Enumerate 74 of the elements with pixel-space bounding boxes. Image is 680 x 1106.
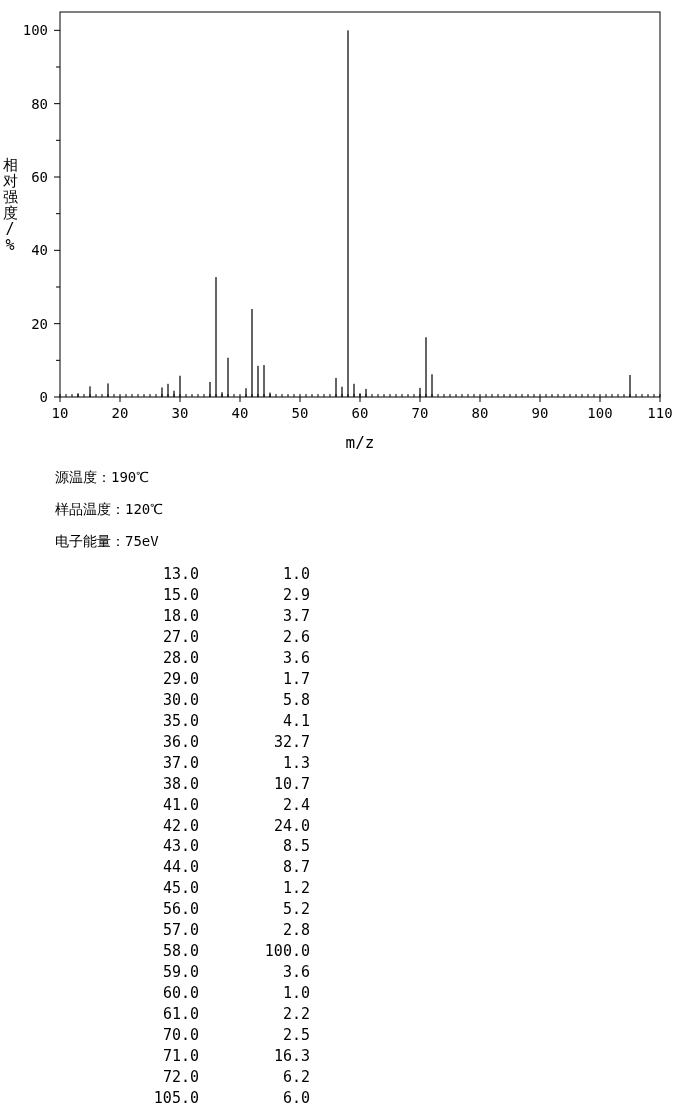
text: 36.0: [162, 732, 199, 751]
text: 13.0: [162, 565, 199, 583]
text: 3.7: [282, 606, 310, 625]
text: 32.7: [273, 732, 310, 751]
text: 44.0: [162, 858, 199, 877]
text: 6.2: [282, 1068, 310, 1087]
text: 28.0: [162, 648, 199, 667]
text: 100.0: [264, 942, 310, 961]
text: 24.0: [273, 816, 310, 835]
x-tick-label: 80: [471, 405, 489, 421]
text: 1.3: [282, 753, 310, 772]
text: 4.1: [282, 711, 310, 730]
text: 41.0: [162, 795, 199, 814]
x-tick-label: 30: [171, 405, 189, 421]
text: 71.0: [162, 1047, 199, 1066]
text: 8.5: [282, 837, 310, 856]
x-axis-title: m/z: [345, 433, 375, 452]
x-tick-label: 40: [231, 405, 249, 421]
text: 3.6: [282, 648, 310, 667]
text: 2.5: [282, 1026, 310, 1045]
x-tick-label: 110: [647, 405, 673, 421]
text: 16.3: [273, 1047, 310, 1066]
text: 56.0: [162, 900, 199, 919]
text: 35.0: [162, 711, 199, 730]
text: 59.0: [162, 963, 199, 982]
text: 3.6: [282, 963, 310, 982]
text: 18.0: [162, 606, 199, 625]
x-tick-label: 90: [531, 405, 549, 421]
text: 70.0: [162, 1026, 199, 1045]
y-tick-label: 100: [22, 22, 48, 39]
x-tick-label: 100: [587, 405, 613, 421]
text: 1.7: [282, 669, 310, 688]
x-tick-label: 70: [411, 405, 429, 421]
text: 38.0: [162, 774, 199, 793]
text: 42.0: [162, 816, 199, 835]
text: 45.0: [162, 879, 199, 898]
text: 2.2: [282, 1005, 310, 1024]
y-tick-label: 0: [39, 389, 48, 405]
text: 源温度：190℃: [55, 469, 150, 485]
y-tick-label: 60: [31, 169, 48, 185]
x-tick-label: 60: [351, 405, 369, 421]
text: 57.0: [162, 921, 199, 940]
text: 5.8: [282, 690, 310, 709]
x-tick-label: 10: [51, 405, 69, 421]
text: 29.0: [162, 669, 199, 688]
text: 105.0: [153, 1089, 199, 1106]
text: 61.0: [162, 1005, 199, 1024]
text: 37.0: [162, 753, 199, 772]
text: 27.0: [162, 627, 199, 646]
y-tick-label: 40: [31, 242, 48, 259]
text: 2.4: [282, 795, 310, 814]
x-tick-label: 20: [111, 405, 129, 421]
text: 6.0: [282, 1089, 310, 1106]
text: 电子能量：75eV: [55, 533, 160, 549]
x-tick-label: 50: [291, 405, 309, 421]
text: 10.7: [273, 774, 310, 793]
text: 15.0: [162, 585, 199, 604]
text: 样品温度：120℃: [55, 501, 164, 517]
text: 1.0: [282, 565, 310, 583]
text: 2.9: [282, 585, 310, 604]
text: 8.7: [282, 858, 310, 877]
y-tick-label: 80: [31, 95, 48, 112]
text: 2.8: [282, 921, 310, 940]
text: 5.2: [282, 900, 310, 919]
text: 1.2: [282, 879, 310, 898]
text: 2.6: [282, 627, 310, 646]
y-tick-label: 20: [31, 315, 48, 332]
text: 1.0: [282, 984, 310, 1003]
text: 58.0: [162, 942, 199, 961]
text: 43.0: [162, 837, 199, 856]
y-axis-title: 相对强度/%: [2, 156, 18, 254]
text: 60.0: [162, 984, 199, 1003]
text: 30.0: [162, 690, 199, 709]
text: 72.0: [162, 1068, 199, 1087]
